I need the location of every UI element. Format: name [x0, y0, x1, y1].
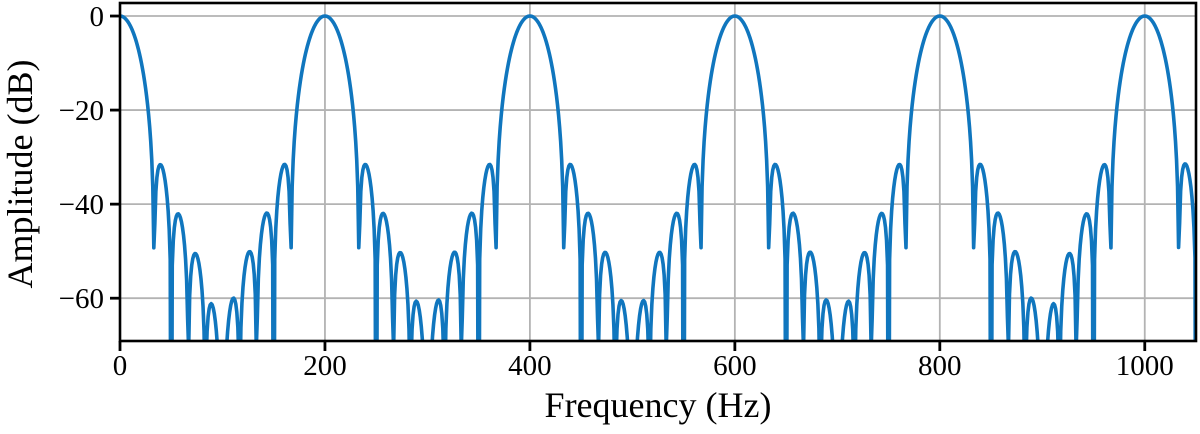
- x-tick-label: 1000: [1116, 350, 1174, 382]
- y-axis-label: Amplitude (dB): [0, 60, 40, 289]
- x-tick-label: 600: [713, 350, 757, 382]
- y-tick-label: 0: [90, 1, 105, 33]
- x-axis-label: Frequency (Hz): [545, 385, 772, 425]
- x-tick-label: 800: [918, 350, 962, 382]
- y-tick-label: −40: [59, 189, 104, 221]
- x-ticks: [118, 341, 1147, 351]
- gridlines: [119, 3, 1196, 341]
- x-tick-label: 400: [508, 350, 552, 382]
- series-group: [120, 14, 1196, 341]
- y-ticks: [110, 14, 120, 300]
- series-line-spectrum: [120, 14, 1196, 341]
- x-tick-label: 200: [303, 350, 347, 382]
- x-tick-label: 0: [113, 350, 128, 382]
- y-tick-label: −60: [59, 283, 104, 315]
- y-tick-labels: 0 −20 −40 −60: [59, 1, 104, 315]
- y-tick-label: −20: [59, 95, 104, 127]
- plot-border: [118, 1, 1198, 343]
- x-tick-labels: 0 200 400 600 800 1000: [113, 350, 1174, 382]
